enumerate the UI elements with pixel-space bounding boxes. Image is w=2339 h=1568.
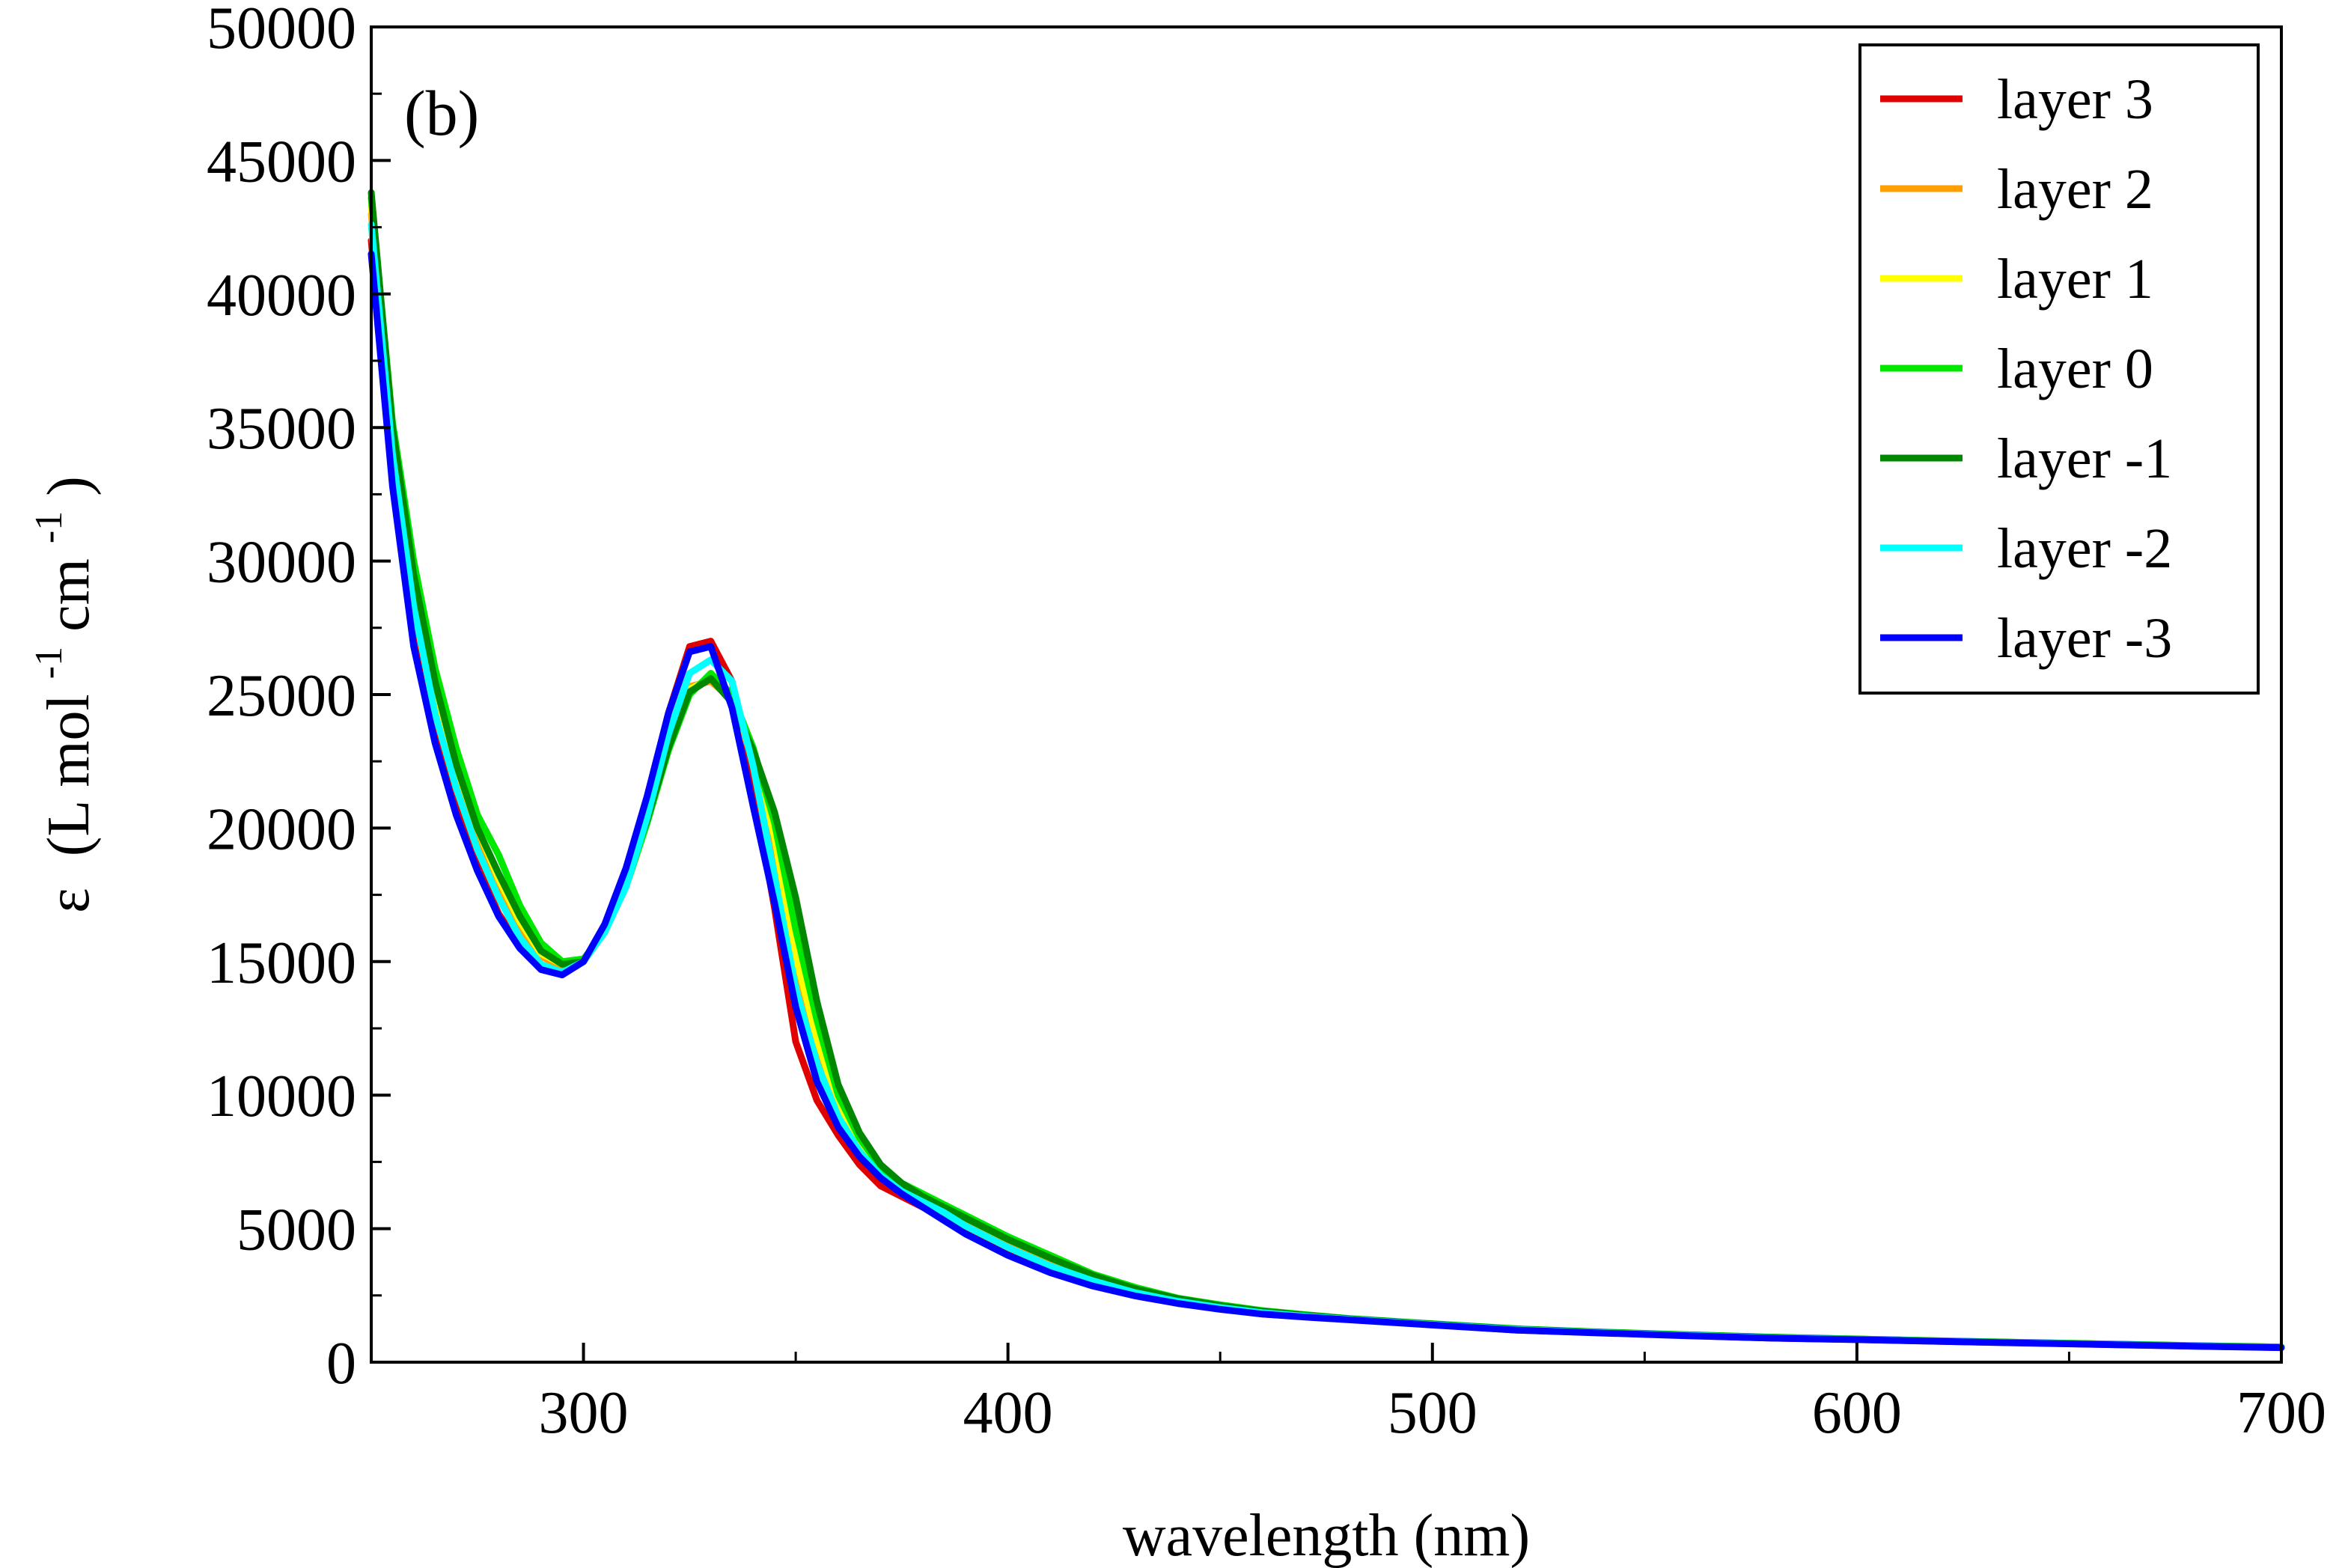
x-tick-label: 600: [1812, 1380, 1902, 1446]
legend-label: layer -2: [1997, 517, 2172, 580]
y-axis-symbol: ε: [36, 888, 102, 913]
legend-entries: layer 3 layer 2 layer 1 layer 0 layer -1 laye…: [1880, 68, 2172, 670]
legend-label: layer 3: [1997, 68, 2153, 131]
y-axis-title: ε (L mol -1 cm -1 ): [9, 476, 102, 913]
y-tick-label: 45000: [207, 129, 356, 195]
y-tick-label: 50000: [207, 0, 356, 61]
x-tick-label: 300: [539, 1380, 629, 1446]
y-tick-label: 0: [326, 1331, 356, 1397]
x-tick-label: 500: [1388, 1380, 1477, 1446]
y-tick-label: 40000: [207, 263, 356, 329]
x-tick-label: 700: [2236, 1380, 2326, 1446]
legend-label: layer 2: [1997, 158, 2153, 221]
y-tick-label: 25000: [207, 663, 356, 729]
legend-label: layer 1: [1997, 248, 2153, 311]
legend: layer 3 layer 2 layer 1 layer 0 layer -1 laye…: [1858, 43, 2260, 695]
x-axis-title: wavelength (nm): [1123, 1503, 1530, 1568]
y-tick-label: 20000: [207, 796, 356, 862]
legend-label: layer -3: [1997, 607, 2172, 670]
y-tick-label: 10000: [207, 1064, 356, 1129]
panel-label: (b): [404, 77, 479, 149]
x-tick-label: 400: [963, 1380, 1053, 1446]
y-tick-label: 35000: [207, 396, 356, 462]
series-line-6: [368, 250, 2285, 1352]
legend-label: layer 0: [1997, 338, 2153, 400]
y-tick-label: 15000: [207, 930, 356, 996]
y-axis-sup2: -1: [28, 511, 70, 543]
y-axis-mid: cm: [36, 558, 102, 632]
y-axis-sup1: -1: [28, 647, 70, 679]
ticks-layer: 300 400 500 600 700 0 5000 10000 15000 20000 25000…: [207, 0, 2326, 1446]
legend-label: layer -1: [1997, 427, 2172, 490]
y-tick-label: 5000: [237, 1198, 356, 1263]
plot-frame: [370, 25, 2283, 1364]
y-axis-open: (L mol: [36, 694, 102, 856]
series-layer: [368, 189, 2285, 1352]
y-axis-close: ): [36, 476, 102, 496]
y-tick-label: 30000: [207, 530, 356, 596]
